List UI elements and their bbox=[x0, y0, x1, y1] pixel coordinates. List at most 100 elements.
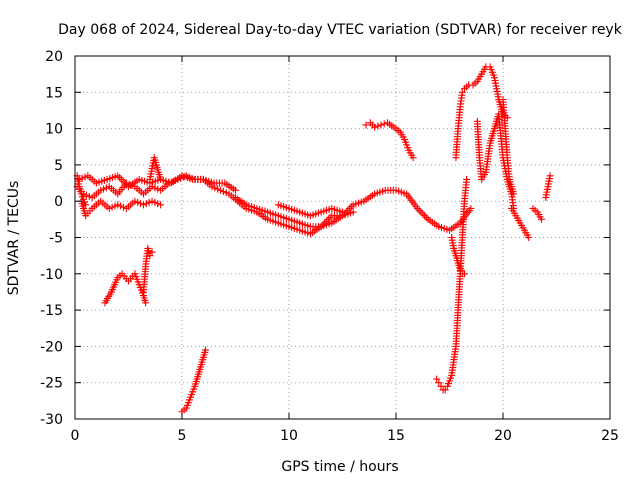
data-point bbox=[304, 222, 312, 230]
data-point bbox=[117, 175, 125, 183]
data-point bbox=[347, 209, 355, 217]
data-point bbox=[347, 203, 355, 211]
data-point bbox=[412, 202, 420, 210]
data-point bbox=[389, 186, 397, 194]
data-point bbox=[433, 375, 441, 383]
data-point bbox=[374, 122, 382, 130]
data-point bbox=[282, 214, 290, 222]
data-point bbox=[120, 203, 128, 211]
x-tick-label: 5 bbox=[178, 428, 187, 444]
data-point bbox=[519, 224, 527, 232]
y-tick-label: -25 bbox=[40, 376, 63, 392]
chart-title: Day 068 of 2024, Sidereal Day-to-day VTE… bbox=[58, 22, 623, 38]
data-point bbox=[415, 206, 423, 214]
data-point bbox=[480, 171, 488, 179]
data-point bbox=[314, 209, 322, 217]
data-point bbox=[75, 180, 83, 188]
x-axis-label: GPS time / hours bbox=[281, 459, 398, 475]
data-point bbox=[141, 296, 149, 304]
data-point bbox=[86, 207, 94, 215]
data-point bbox=[515, 217, 523, 225]
y-tick-label: 15 bbox=[45, 85, 63, 101]
data-point bbox=[154, 185, 162, 193]
data-point bbox=[201, 348, 209, 356]
data-point bbox=[152, 158, 160, 166]
data-point bbox=[458, 91, 466, 99]
data-point bbox=[536, 213, 544, 221]
data-point bbox=[148, 167, 156, 175]
data-point bbox=[399, 133, 407, 141]
data-point bbox=[422, 214, 430, 222]
data-point bbox=[465, 207, 473, 215]
data-point bbox=[154, 200, 162, 208]
data-point bbox=[95, 188, 103, 196]
data-point bbox=[314, 223, 322, 231]
data-point bbox=[498, 108, 506, 116]
data-point bbox=[207, 178, 215, 186]
data-point bbox=[453, 256, 461, 264]
data-point bbox=[222, 189, 230, 197]
y-axis-label: SDTVAR / TECUs bbox=[6, 181, 22, 296]
x-tick-label: 15 bbox=[387, 428, 405, 444]
data-point bbox=[368, 191, 376, 199]
data-point bbox=[185, 396, 193, 404]
data-point bbox=[197, 175, 205, 183]
data-point bbox=[437, 382, 445, 390]
data-point bbox=[180, 406, 188, 414]
x-tick-label: 20 bbox=[494, 428, 512, 444]
data-point bbox=[293, 225, 301, 233]
data-point bbox=[106, 290, 114, 298]
data-point bbox=[510, 209, 518, 217]
data-point bbox=[362, 121, 370, 129]
data-point bbox=[419, 210, 427, 218]
y-tick-label: -10 bbox=[40, 267, 63, 283]
data-point bbox=[388, 122, 396, 130]
data-point bbox=[190, 385, 198, 393]
data-point bbox=[218, 179, 226, 187]
data-point bbox=[336, 213, 344, 221]
data-point bbox=[194, 370, 202, 378]
y-tick-label: 10 bbox=[45, 122, 63, 138]
y-tick-label: 5 bbox=[54, 158, 63, 174]
x-tick-label: 25 bbox=[601, 428, 619, 444]
data-point bbox=[116, 174, 124, 182]
data-point bbox=[377, 121, 385, 129]
data-point bbox=[404, 144, 412, 152]
data-point bbox=[326, 214, 334, 222]
data-point bbox=[476, 73, 484, 81]
data-point bbox=[102, 184, 110, 192]
data-point bbox=[272, 211, 280, 219]
data-point bbox=[282, 204, 290, 212]
data-point bbox=[433, 221, 441, 229]
data-point bbox=[417, 208, 425, 216]
data-point bbox=[186, 175, 194, 183]
data-point bbox=[81, 173, 89, 181]
data-point bbox=[546, 175, 554, 183]
y-tick-label: -15 bbox=[40, 303, 63, 319]
data-points bbox=[73, 63, 554, 416]
data-point bbox=[462, 178, 470, 186]
data-point bbox=[463, 83, 471, 91]
data-point bbox=[81, 198, 89, 206]
data-point bbox=[489, 71, 497, 79]
data-point bbox=[100, 176, 108, 184]
data-point bbox=[471, 79, 479, 87]
data-point bbox=[229, 185, 237, 193]
data-point bbox=[480, 65, 488, 73]
data-point bbox=[394, 127, 402, 135]
data-point bbox=[134, 278, 142, 286]
data-point bbox=[336, 207, 344, 215]
data-point bbox=[293, 207, 301, 215]
data-point bbox=[531, 206, 539, 214]
data-point bbox=[85, 192, 93, 200]
data-point bbox=[325, 220, 333, 228]
data-point bbox=[509, 188, 517, 196]
data-point bbox=[505, 173, 513, 181]
y-tick-label: 20 bbox=[45, 49, 63, 65]
data-point bbox=[400, 189, 408, 197]
data-point bbox=[154, 166, 162, 174]
data-point bbox=[435, 379, 443, 387]
data-point bbox=[250, 204, 258, 212]
data-point bbox=[507, 180, 515, 188]
